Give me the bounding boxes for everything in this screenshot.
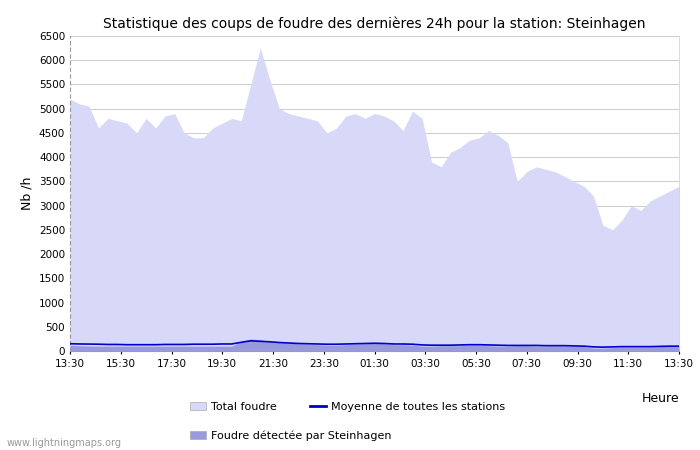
Title: Statistique des coups de foudre des dernières 24h pour la station: Steinhagen: Statistique des coups de foudre des dern… (104, 16, 645, 31)
Y-axis label: Nb /h: Nb /h (20, 177, 34, 210)
Text: Heure: Heure (641, 392, 679, 405)
Text: www.lightningmaps.org: www.lightningmaps.org (7, 438, 122, 448)
Legend: Foudre détectée par Steinhagen: Foudre détectée par Steinhagen (186, 426, 395, 445)
